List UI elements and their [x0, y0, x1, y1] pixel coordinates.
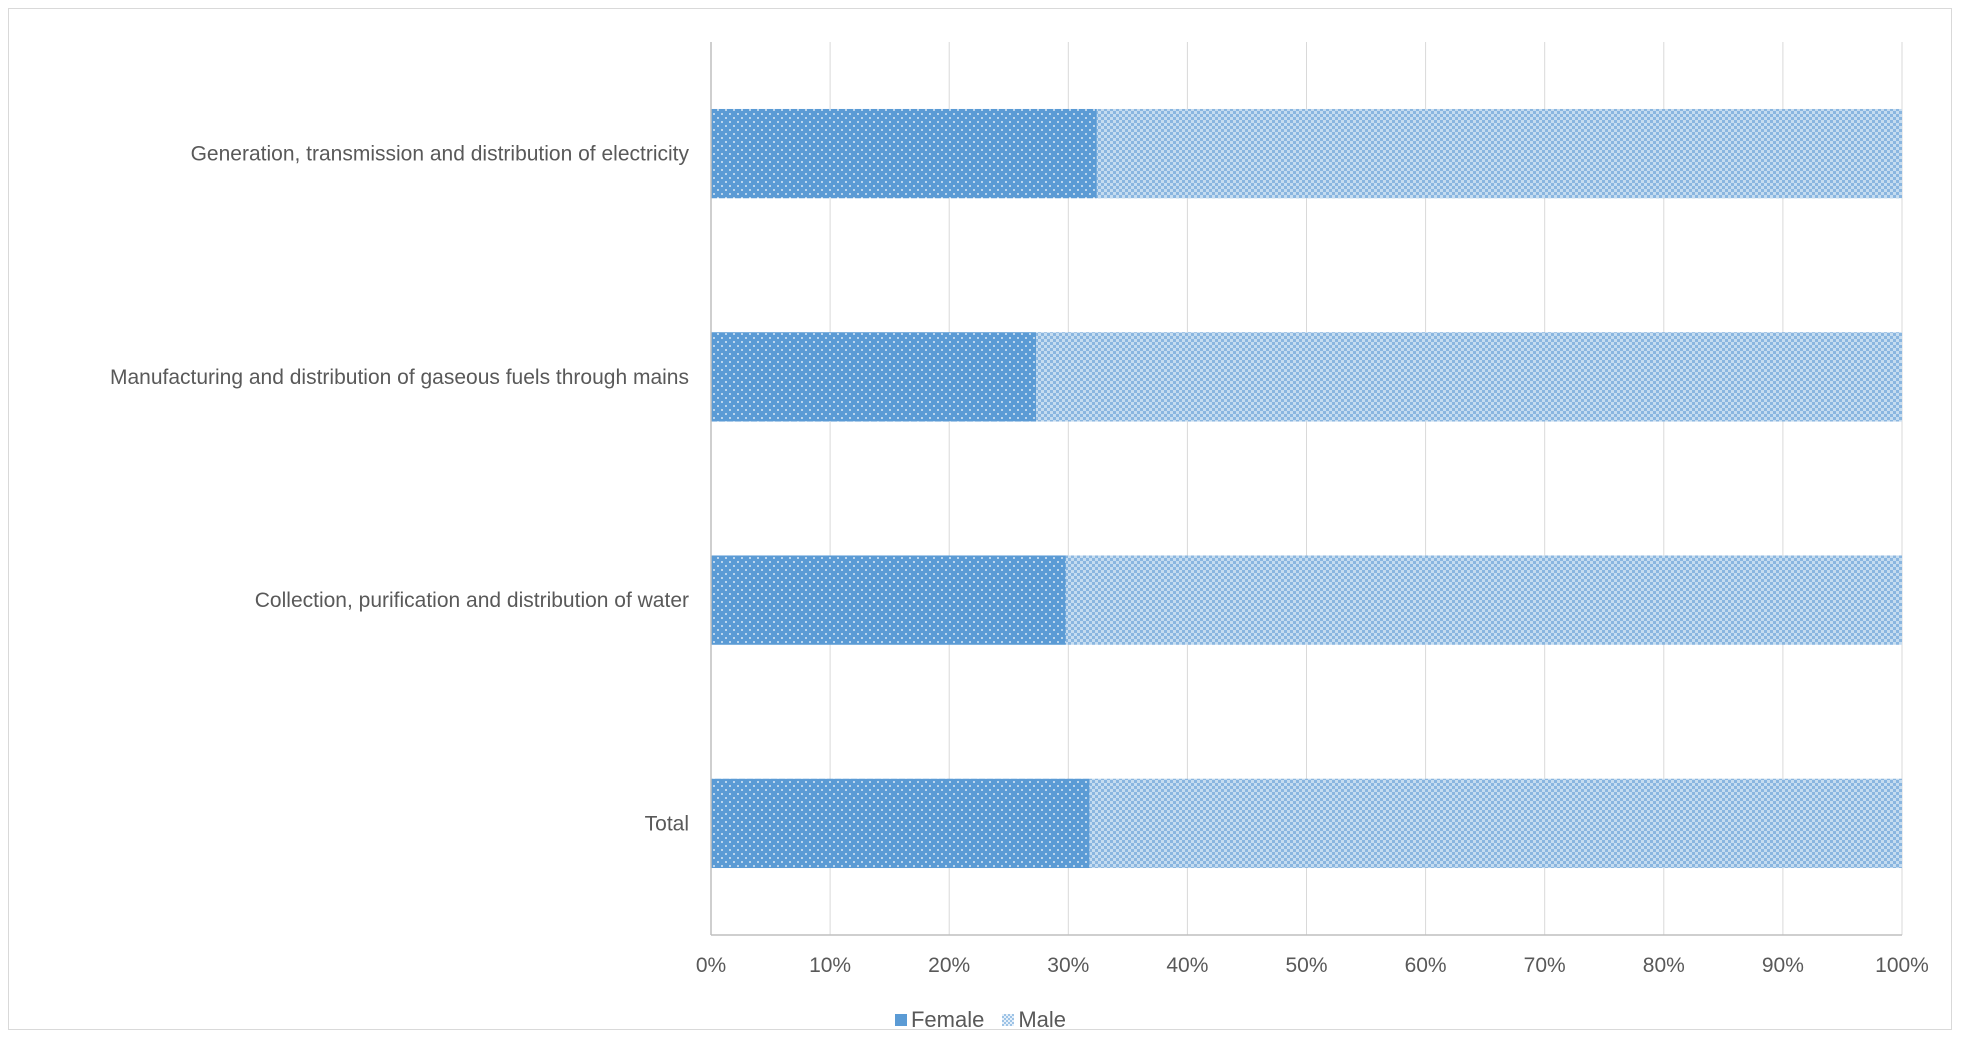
bar-female: [711, 332, 1037, 422]
x-tick-label: 80%: [1643, 954, 1685, 977]
x-tick-label: 90%: [1762, 954, 1804, 977]
x-tick-label: 20%: [928, 954, 970, 977]
x-tick-label: 70%: [1524, 954, 1566, 977]
x-tick-label: 10%: [809, 954, 851, 977]
category-label: Generation, transmission and distributio…: [191, 143, 690, 166]
legend-label-male: Male: [1018, 1007, 1067, 1032]
legend-item-male: Male: [1002, 1007, 1066, 1033]
legend-item-female: Female: [894, 1007, 985, 1033]
legend: Female Male: [0, 1005, 1961, 1035]
labels: 0% 10% 20% 30% 40% 50% 60% 70% 80% 90% 100% Generat…: [110, 143, 1929, 977]
axes: [710, 42, 1902, 936]
x-tick-label: 40%: [1166, 954, 1208, 977]
bar-female: [711, 555, 1066, 645]
category-label: Collection, purification and distributio…: [255, 589, 689, 612]
category-label: Total: [645, 812, 689, 835]
x-tick-label: 0%: [696, 954, 726, 977]
x-tick-label: 100%: [1875, 954, 1929, 977]
bar-female: [711, 108, 1097, 199]
bar-female: [711, 778, 1090, 869]
bar-male: [1036, 332, 1902, 422]
x-tick-label: 30%: [1047, 954, 1089, 977]
bar-male: [1089, 778, 1902, 869]
legend-swatch-female: [894, 1014, 907, 1026]
legend-swatch-male: [1002, 1014, 1015, 1026]
legend-label-female: Female: [910, 1007, 985, 1032]
bar-male: [1065, 555, 1902, 645]
category-label: Manufacturing and distribution of gaseou…: [110, 366, 689, 389]
x-tick-label: 50%: [1285, 954, 1327, 977]
bars: [711, 108, 1902, 869]
bar-male: [1096, 108, 1902, 199]
x-tick-label: 60%: [1405, 954, 1447, 977]
